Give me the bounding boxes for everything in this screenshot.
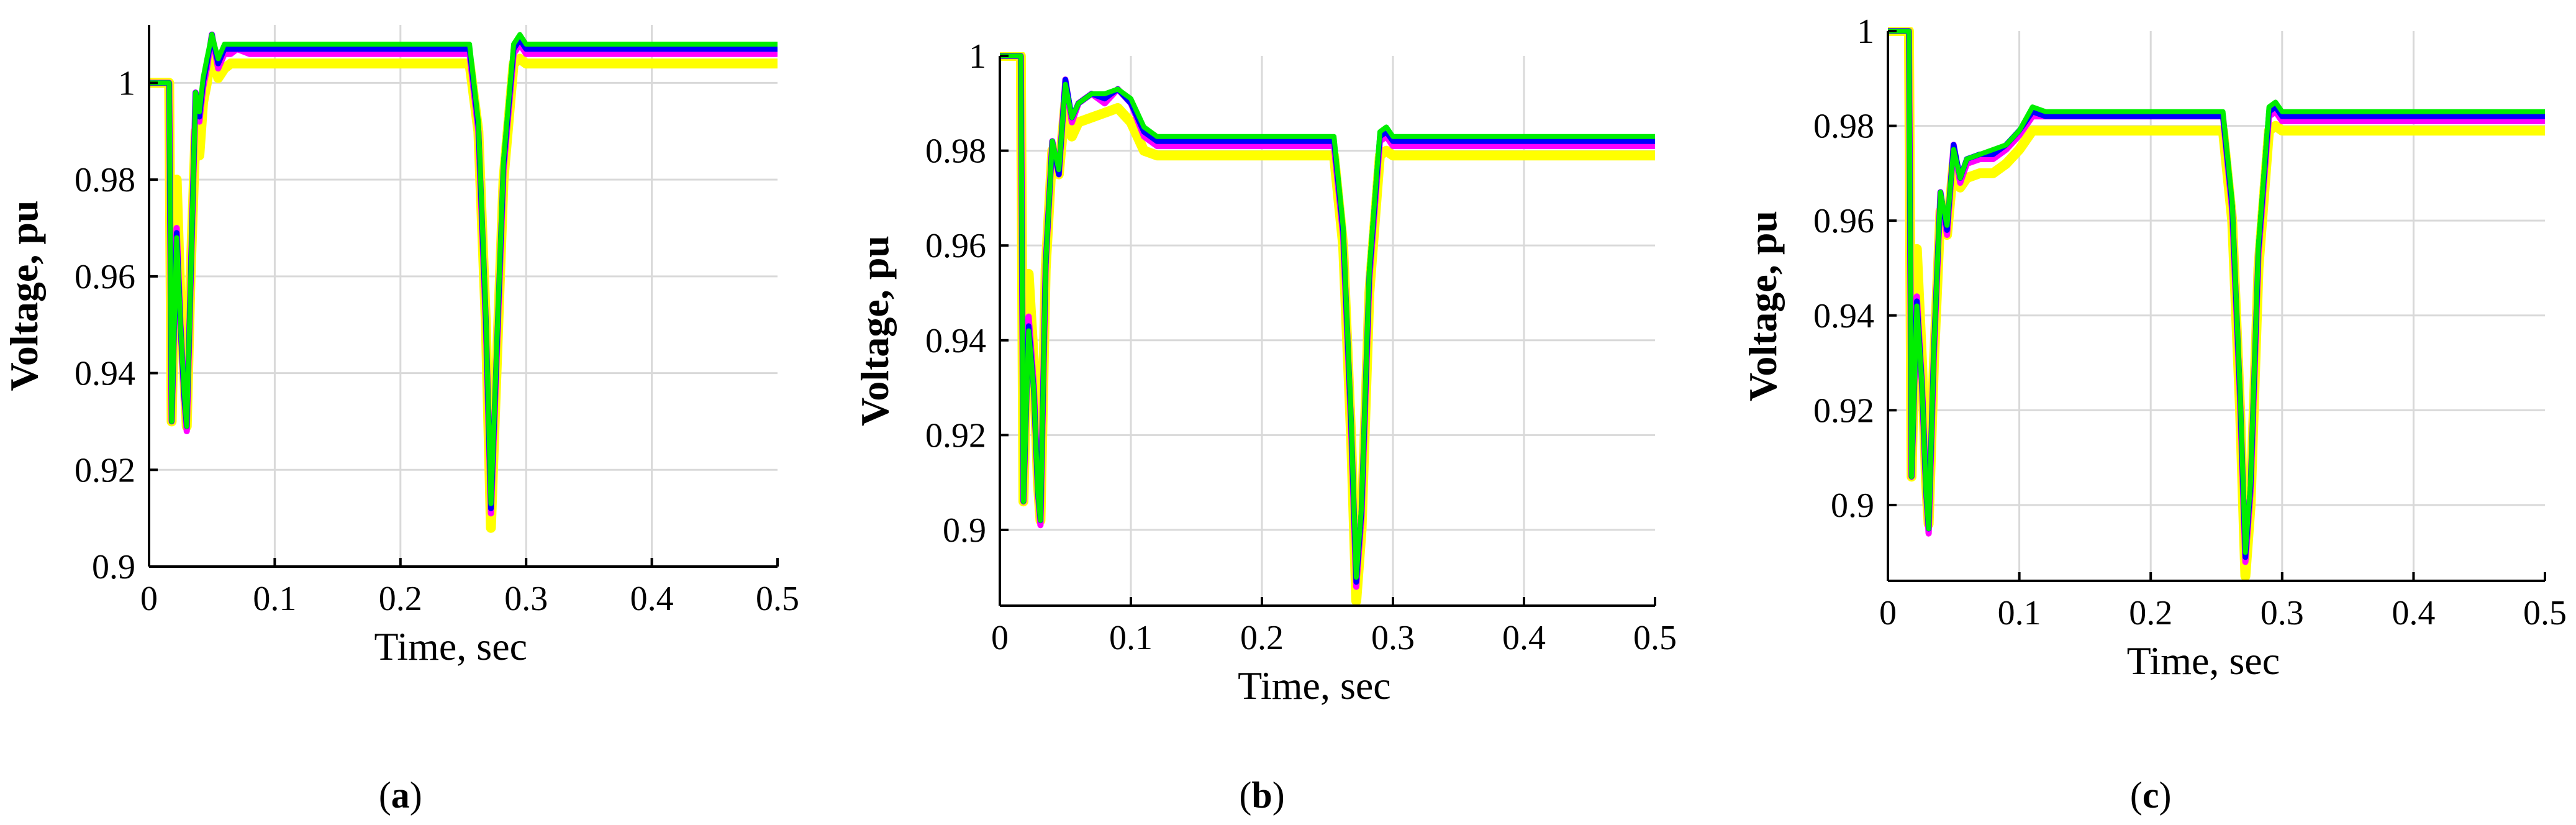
y-axis-label: Voltage, pu	[1741, 211, 1785, 401]
x-tick-label: 0.2	[1240, 619, 1284, 657]
y-tick-label: 0.96	[1813, 202, 1874, 240]
x-axis-label: Time, sec	[374, 624, 527, 668]
y-axis-label: Voltage, pu	[853, 235, 897, 426]
y-tick-label: 1	[1857, 12, 1874, 51]
series-line-magenta	[149, 31, 778, 517]
y-tick-label: 0.94	[925, 322, 986, 360]
y-tick-label: 0.98	[75, 161, 135, 199]
y-tick-label: 0.94	[75, 355, 135, 393]
x-tick-label: 0.2	[379, 580, 422, 618]
x-tick-label: 0.3	[1371, 619, 1415, 657]
x-tick-label: 0.5	[1633, 619, 1677, 657]
y-axis-label: Voltage, pu	[2, 200, 46, 391]
x-tick-label: 0.4	[2392, 594, 2435, 632]
y-tick-label: 1	[969, 37, 986, 76]
series-line-green	[1000, 53, 1655, 580]
y-tick-label: 0.96	[925, 227, 986, 265]
y-tick-label: 0.94	[1813, 297, 1874, 335]
x-tick-label: 0.3	[2261, 594, 2304, 632]
x-tick-label: 0.5	[2523, 594, 2567, 632]
x-tick-label: 0	[991, 619, 1009, 657]
series-line-green	[1888, 29, 2545, 555]
x-tick-label: 0	[1879, 594, 1897, 632]
series-group	[1000, 52, 1655, 606]
x-tick-label: 0.1	[253, 580, 296, 618]
x-tick-label: 0.1	[1998, 594, 2041, 632]
series-group	[149, 31, 778, 533]
y-tick-label: 0.92	[1813, 391, 1874, 430]
series-group	[1888, 27, 2545, 581]
y-tick-label: 0.96	[75, 258, 135, 296]
y-tick-label: 0.9	[92, 548, 135, 586]
x-tick-label: 0	[140, 580, 158, 618]
x-axis-label: Time, sec	[2127, 639, 2280, 683]
y-tick-label: 0.92	[75, 451, 135, 490]
chart-panel-c: 0 0.1 0.2 0.3 0.4 0.5 0.9 0.92 0.94 0.96 0.98 1 Time…	[1741, 12, 2567, 816]
x-tick-label: 0.5	[756, 580, 799, 618]
x-tick-label: 0.4	[1502, 619, 1546, 657]
x-axis-label: Time, sec	[1238, 663, 1391, 708]
series-line-yellow	[149, 43, 778, 533]
x-tick-label: 0.1	[1109, 619, 1153, 657]
panel-caption: (c)	[2130, 775, 2172, 816]
y-tick-label: 0.9	[1831, 486, 1874, 525]
y-tick-label: 0.98	[925, 132, 986, 171]
x-tick-label: 0.4	[630, 580, 674, 618]
y-tick-label: 0.98	[1813, 107, 1874, 146]
series-line-blue	[149, 32, 778, 512]
x-tick-label: 0.3	[504, 580, 548, 618]
chart-panel-b: 0 0.1 0.2 0.3 0.4 0.5 0.9 0.92 0.94 0.96 0.98 1 Time…	[853, 37, 1677, 816]
chart-panel-a: 0 0.1 0.2 0.3 0.4 0.5 0.9 0.92 0.94 0.96 0.98 1 Time…	[2, 25, 799, 816]
series-line-green	[149, 32, 778, 506]
y-tick-label: 0.9	[943, 511, 986, 550]
y-tick-label: 0.92	[925, 416, 986, 455]
x-tick-label: 0.2	[2129, 594, 2172, 632]
panel-caption: (a)	[379, 775, 422, 816]
y-tick-label: 1	[118, 64, 135, 103]
panel-caption: (b)	[1239, 775, 1284, 816]
